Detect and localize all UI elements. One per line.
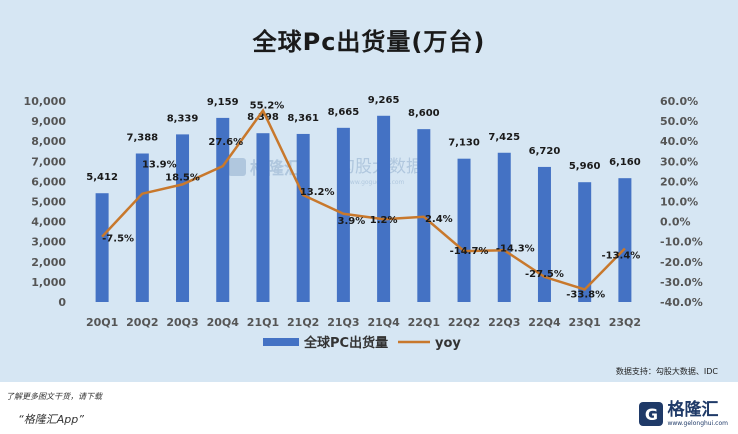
- yoy-value-label: 13.9%: [142, 160, 177, 171]
- yoy-value-label: -14.7%: [450, 246, 489, 257]
- bar-value-label: 5,960: [569, 161, 601, 172]
- x-tick: 20Q3: [166, 316, 198, 329]
- yoy-value-label: 2.4%: [425, 214, 453, 225]
- bar-22Q3: [497, 152, 511, 302]
- bar-value-label: 8,361: [287, 113, 319, 124]
- y-right-tick: 50.0%: [660, 115, 698, 128]
- yoy-value-label: -33.8%: [566, 290, 605, 301]
- yoy-value-label: 13.2%: [300, 187, 335, 198]
- watermark-url: www.gogudata.com: [345, 179, 405, 186]
- brand-url: www.gelonghui.com: [667, 419, 728, 427]
- yoy-value-label: 18.5%: [165, 172, 200, 183]
- y-left-tick: 5,000: [31, 196, 66, 209]
- x-tick: 20Q4: [207, 316, 240, 329]
- bar-value-label: 8,600: [408, 108, 440, 119]
- bar-21Q1: [256, 133, 270, 302]
- footer-brand: G 格隆汇 www.gelonghui.com: [639, 398, 728, 430]
- y-left-tick: 6,000: [31, 175, 66, 188]
- bar-21Q4: [377, 115, 391, 302]
- footer-note: 了解更多图文干货，请下载: [6, 392, 102, 401]
- bar-value-label: 5,412: [86, 172, 118, 183]
- bar-22Q4: [537, 166, 551, 302]
- x-tick: 21Q1: [247, 316, 279, 329]
- brand-name: 格隆汇: [667, 399, 719, 420]
- yoy-value-label: 1.2%: [370, 215, 398, 226]
- legend-label-line: yoy: [435, 336, 461, 351]
- bar-20Q1: [95, 193, 109, 302]
- bar-23Q1: [578, 182, 592, 302]
- x-tick: 22Q4: [528, 316, 561, 329]
- y-right-tick: -40.0%: [660, 296, 703, 309]
- x-tick: 21Q4: [367, 316, 400, 329]
- bar-22Q2: [457, 158, 471, 302]
- bar-value-label: 7,130: [448, 138, 480, 149]
- watermark-logo-icon: [228, 158, 246, 176]
- y-left-tick: 8,000: [31, 135, 66, 148]
- x-tick: 22Q3: [488, 316, 520, 329]
- y-left-tick: 3,000: [31, 236, 66, 249]
- yoy-value-label: -13.4%: [601, 251, 640, 262]
- bar-value-label: 6,720: [529, 146, 561, 157]
- y-right-tick: 0.0%: [660, 216, 691, 229]
- brand-logo-icon: G: [639, 402, 664, 426]
- y-right-tick: 40.0%: [660, 135, 698, 148]
- bar-20Q4: [216, 117, 230, 302]
- yoy-value-label: -7.5%: [102, 234, 134, 245]
- bar-20Q3: [176, 134, 190, 302]
- bar-value-label: 9,159: [207, 97, 239, 108]
- bar-value-label: 7,388: [127, 133, 159, 144]
- source-note: 数据支持：勾股大数据、IDC: [615, 367, 718, 376]
- yoy-value-label: -27.5%: [525, 269, 564, 280]
- legend-label-bar: 全球PC出货量: [303, 335, 388, 351]
- y-left-tick: 9,000: [31, 115, 66, 128]
- x-tick: 22Q2: [448, 316, 480, 329]
- yoy-value-label: 55.2%: [250, 101, 285, 112]
- y-left-tick: 4,000: [31, 216, 66, 229]
- y-left-tick: 0: [58, 296, 66, 309]
- bar-value-label: 9,265: [368, 95, 400, 106]
- y-right-tick: 30.0%: [660, 155, 698, 168]
- bar-value-label: 6,160: [609, 157, 641, 168]
- y-right-tick: 60.0%: [660, 95, 698, 108]
- bar-21Q2: [296, 133, 310, 302]
- y-left-tick: 7,000: [31, 155, 66, 168]
- combo-chart: 格隆汇 勾股大数据 www.gogudata.com 5,4127,3888,3…: [24, 95, 703, 351]
- chart-title: 全球Pc出货量(万台): [252, 28, 486, 56]
- bar-value-label: 8,339: [167, 113, 199, 124]
- y-right-tick: 10.0%: [660, 196, 698, 209]
- x-tick: 21Q3: [327, 316, 359, 329]
- y-right-tick: -30.0%: [660, 276, 703, 289]
- yoy-value-label: 3.9%: [338, 216, 366, 227]
- x-tick: 23Q1: [569, 316, 601, 329]
- bar-23Q2: [618, 178, 632, 302]
- x-tick: 21Q2: [287, 316, 319, 329]
- yoy-line: [101, 108, 626, 291]
- yoy-value-label: 27.6%: [208, 137, 243, 148]
- x-tick: 20Q1: [86, 316, 118, 329]
- y-left-tick: 2,000: [31, 256, 66, 269]
- y-right-tick: -20.0%: [660, 256, 703, 269]
- y-left-tick: 1,000: [31, 276, 66, 289]
- chart-panel: [0, 0, 738, 382]
- legend-swatch-bar: [263, 338, 299, 346]
- y-right-tick: 20.0%: [660, 175, 698, 188]
- x-tick: 20Q2: [126, 316, 158, 329]
- bar-20Q2: [135, 153, 149, 302]
- bar-value-label: 8,398: [247, 112, 279, 123]
- legend: 全球PC出货量 yoy: [263, 335, 461, 351]
- yoy-value-label: -14.3%: [496, 243, 535, 254]
- x-tick: 23Q2: [609, 316, 641, 329]
- x-tick: 22Q1: [408, 316, 440, 329]
- y-right-tick: -10.0%: [660, 236, 703, 249]
- bar-value-label: 7,425: [488, 132, 520, 143]
- y-left-tick: 10,000: [24, 95, 67, 108]
- bar-value-label: 8,665: [328, 107, 360, 118]
- footer-app-name: “格隆汇App”: [18, 413, 84, 426]
